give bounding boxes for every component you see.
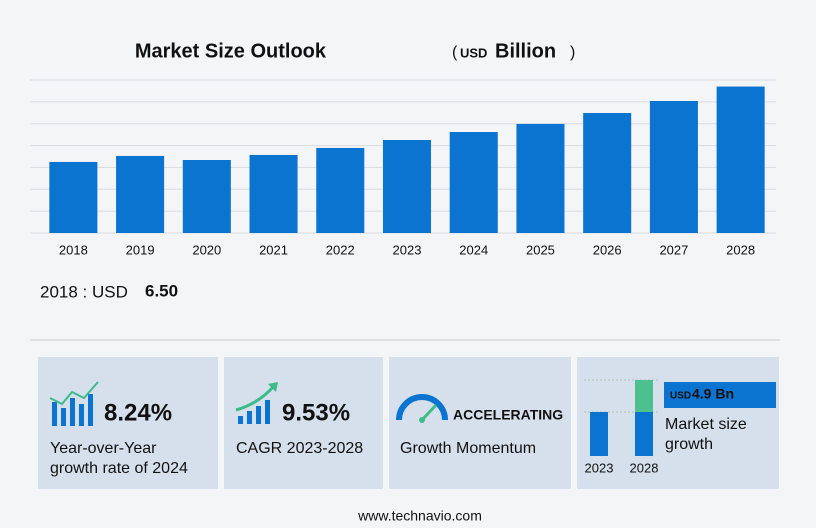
bar bbox=[449, 132, 498, 233]
bar bbox=[716, 86, 765, 233]
bar bbox=[649, 100, 698, 234]
card-value: 9.53% bbox=[282, 399, 350, 426]
x-tick-label: 2021 bbox=[259, 242, 288, 257]
x-tick-label: 2018 bbox=[59, 242, 88, 257]
card-value: 8.24% bbox=[104, 399, 172, 426]
highlight-label: 2018 : USD bbox=[40, 282, 128, 301]
x-tick-label: 2023 bbox=[393, 242, 422, 257]
paren-open: ( bbox=[452, 44, 458, 61]
x-tick-label: 2022 bbox=[326, 242, 355, 257]
paren-close: ) bbox=[570, 44, 575, 61]
bar bbox=[583, 113, 632, 233]
card bbox=[389, 357, 571, 489]
card-text: growth rate of 2024 bbox=[50, 460, 188, 477]
badge-unit: USD bbox=[670, 391, 691, 402]
card-value: ACCELERATING bbox=[453, 407, 563, 423]
x-tick-label: 2028 bbox=[726, 242, 755, 257]
card-text: Growth Momentum bbox=[400, 440, 536, 457]
bar bbox=[382, 139, 432, 233]
highlight-value: 6.50 bbox=[145, 281, 178, 300]
bar bbox=[49, 161, 98, 233]
x-tick-label: 2027 bbox=[659, 242, 688, 257]
card-text: Year-over-Year bbox=[50, 440, 157, 457]
unit-prefix: USD bbox=[460, 45, 487, 60]
x-tick-label: 2025 bbox=[526, 242, 555, 257]
yoy-icon bbox=[49, 381, 99, 426]
bar bbox=[116, 155, 165, 233]
card-year: 2028 bbox=[630, 460, 659, 475]
card-year: 2023 bbox=[585, 460, 614, 475]
card bbox=[38, 357, 218, 489]
growth-mini-chart bbox=[584, 379, 660, 456]
bar bbox=[316, 147, 365, 233]
x-tick-label: 2019 bbox=[126, 242, 155, 257]
momentum-icon bbox=[396, 394, 448, 423]
x-tick-label: 2020 bbox=[192, 242, 221, 257]
growth-badge bbox=[664, 382, 776, 408]
chart-title: Market Size Outlook bbox=[135, 40, 327, 62]
cards: 8.24% Year-over-Year growth rate of 2024… bbox=[38, 357, 779, 489]
cagr-icon bbox=[235, 382, 278, 424]
bar bbox=[249, 154, 298, 233]
x-tick-label: 2024 bbox=[459, 242, 488, 257]
bar bbox=[182, 159, 231, 233]
badge-value: 4.9 Bn bbox=[692, 386, 734, 402]
bar bbox=[516, 123, 565, 233]
x-tick-label: 2026 bbox=[593, 242, 622, 257]
card bbox=[577, 357, 779, 489]
card-text: Market size bbox=[665, 416, 747, 433]
card-text: CAGR 2023-2028 bbox=[236, 440, 363, 457]
footer: www.technavio.com bbox=[357, 508, 482, 524]
unit-label: Billion bbox=[495, 40, 556, 62]
card-text: growth bbox=[665, 436, 713, 453]
